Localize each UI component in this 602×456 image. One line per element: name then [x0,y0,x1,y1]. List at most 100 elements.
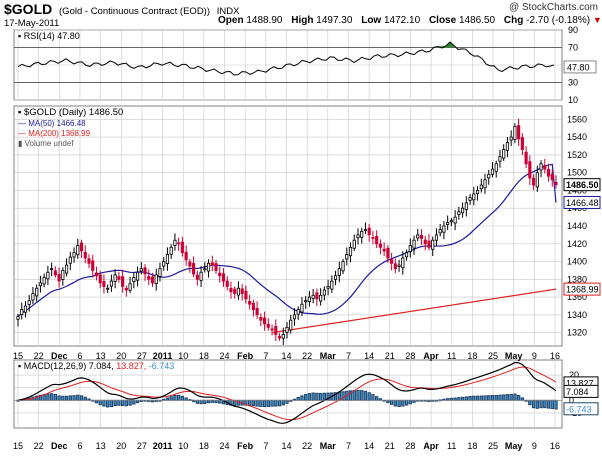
price-candle [248,301,252,305]
macd-histogram-bar [311,392,315,401]
macd-value-label: -6.743 [566,404,592,414]
macd-histogram-bar [539,399,543,409]
price-candle [326,286,330,289]
price-candle [457,211,461,216]
close-price-label: 1486.50 [566,180,599,190]
macd-histogram-bar [322,392,327,401]
macd-x-tick-label: 18 [199,441,209,451]
price-candle [322,289,326,296]
macd-histogram-bar [255,399,259,407]
macd-histogram-bar [195,399,200,404]
macd-x-tick-label: 10 [178,441,188,451]
macd-histogram-bar [367,392,371,401]
price-candle [147,276,151,280]
macd-histogram-bar [57,395,61,401]
rsi-legend: ▪ RSI(14) 47.80 [18,31,80,41]
exchange: INDX [216,6,240,17]
price-candle [169,246,173,255]
price-candle [218,272,222,277]
price-candle [263,317,267,325]
price-candle [535,172,539,188]
open-label: Open [218,15,244,26]
price-candle [244,290,248,300]
macd-histogram-bar [490,395,495,401]
price-candle [509,136,513,141]
price-candle [38,282,42,287]
macd-x-tick-label: May [505,441,523,451]
price-candle [285,326,289,333]
macd-x-tick-label: 9 [532,441,537,451]
macd-histogram-bar [105,399,110,408]
macd-histogram-bar [516,395,521,401]
price-candle [113,274,117,282]
macd-x-tick-label: 11 [447,441,456,451]
macd-signal-line [17,366,557,421]
macd-x-tick-label: 14 [281,441,291,451]
price-candle [453,216,457,224]
price-x-tick-label: 25 [488,351,498,361]
price-candle [524,151,528,165]
price-candle [505,142,510,151]
price-candle [513,126,517,140]
macd-histogram-bar [266,399,270,407]
price-x-tick-label: 14 [364,351,374,361]
macd-histogram-bar [509,394,513,401]
macd-histogram-bar [356,389,360,401]
price-candle [72,252,76,258]
macd-histogram-bar [300,395,304,401]
macd-x-tick-label: 28 [405,441,415,451]
macd-histogram-bar [203,399,207,404]
price-candle [277,335,282,339]
macd-x-tick-label: 27 [137,441,147,451]
price-candle [300,303,304,313]
price-y-tick-label: 1440 [567,221,587,231]
price-x-tick-label: 22 [34,351,44,361]
price-candle [23,305,28,313]
price-candle [434,234,439,241]
price-candle [121,276,125,287]
macd-histogram-bar [404,399,409,406]
high-value: 1497.30 [316,15,353,26]
macd-histogram-bar [83,396,87,401]
price-candle [348,246,353,257]
price-candle [550,173,554,181]
price-x-tick-label: 16 [550,351,560,361]
chart-title: $GOLD (Gold - Continuous Contract (EOD))… [4,1,240,17]
price-x-tick-label: Feb [237,351,254,361]
macd-histogram-bar [531,399,536,409]
price-candle [42,277,46,285]
macd-histogram-bar [393,399,398,407]
rsi-line [17,41,555,76]
price-candle [91,260,95,271]
price-candle [124,287,128,291]
price-candle [79,242,84,252]
macd-x-tick-label: 13 [96,441,106,451]
macd-histogram-bar [259,399,263,407]
macd-histogram-bar [109,399,114,408]
macd-value-box [563,384,599,398]
price-y-tick-label: 1420 [567,239,587,249]
macd-histogram-bar [49,393,54,401]
macd-x-tick-label: 25 [488,441,498,451]
macd-histogram-bar [102,399,106,407]
price-candle [333,275,338,280]
ma50-line [17,163,557,318]
macd-y-tick-label: 0 [569,395,574,405]
price-x-tick-label: 20 [116,351,126,361]
price-candle [251,302,255,310]
price-candle [502,149,506,159]
price-x-tick-label: Dec [51,351,68,361]
macd-x-tick-label: 18 [467,441,477,451]
macd-histogram-bar [401,399,405,407]
macd-histogram-bar [210,399,214,403]
price-x-tick-label: 27 [137,351,147,361]
price-candle [483,179,487,189]
macd-histogram-bar [214,399,218,404]
macd-histogram-bar [94,399,99,404]
macd-histogram-bar [64,395,69,401]
macd-histogram-bar [528,399,532,406]
price-x-tick-label: May [505,351,523,361]
price-candle [546,169,551,177]
price-candle [468,197,472,201]
macd-x-tick-label: Feb [237,441,254,451]
